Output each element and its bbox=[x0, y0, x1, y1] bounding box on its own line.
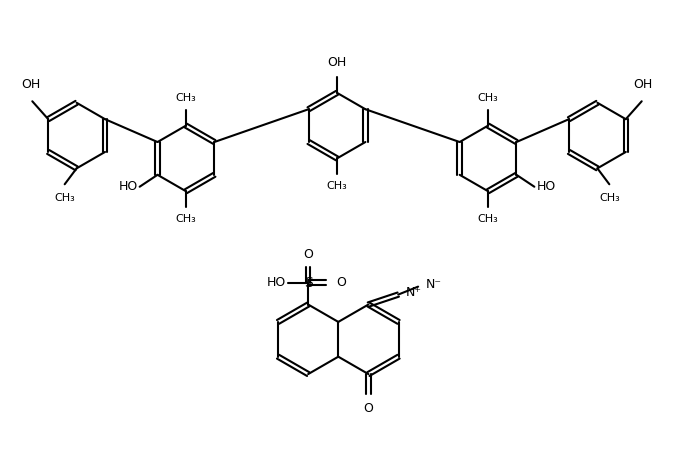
Text: OH: OH bbox=[328, 56, 346, 69]
Text: CH₃: CH₃ bbox=[478, 214, 499, 224]
Text: HO: HO bbox=[267, 276, 286, 289]
Text: N⁻: N⁻ bbox=[426, 278, 442, 291]
Text: CH₃: CH₃ bbox=[175, 93, 196, 103]
Text: HO: HO bbox=[537, 180, 555, 193]
Text: S: S bbox=[304, 276, 313, 289]
Text: O: O bbox=[363, 402, 373, 415]
Text: CH₃: CH₃ bbox=[175, 214, 196, 224]
Text: N⁺: N⁺ bbox=[406, 286, 422, 299]
Text: CH₃: CH₃ bbox=[478, 93, 499, 103]
Text: CH₃: CH₃ bbox=[327, 181, 347, 191]
Text: OH: OH bbox=[22, 78, 41, 92]
Text: OH: OH bbox=[633, 78, 652, 92]
Text: HO: HO bbox=[119, 180, 137, 193]
Text: CH₃: CH₃ bbox=[599, 193, 619, 203]
Text: O: O bbox=[336, 276, 346, 289]
Text: O: O bbox=[303, 248, 313, 261]
Text: CH₃: CH₃ bbox=[55, 193, 75, 203]
